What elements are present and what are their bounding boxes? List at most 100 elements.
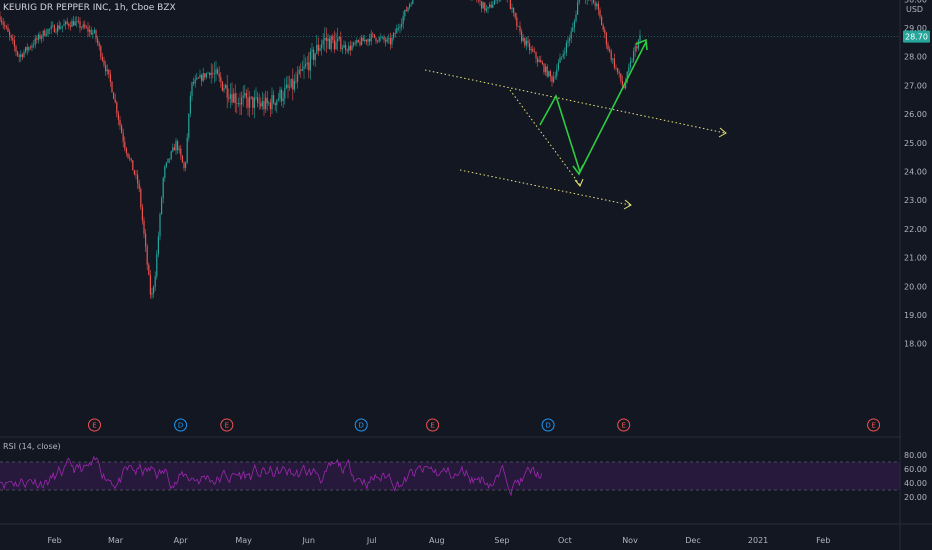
price-candle-body [103,60,105,66]
price-candle-body [569,38,571,41]
price-candle-body [249,96,251,108]
inner-trend-arrowhead [574,178,584,187]
price-candle-body [551,75,553,82]
price-candle-body [325,37,327,42]
price-candle-body [492,4,494,8]
price-candle-body [193,82,195,84]
price-candle-body [365,39,367,42]
price-candle-body [137,174,139,184]
price-candle-body [541,62,543,65]
price-candle-body [293,80,295,90]
price-candle-body [58,25,60,29]
price-candle-body [201,75,203,81]
price-candle-body [114,99,116,103]
price-candle-body [610,51,612,60]
price-candle-body [308,62,310,71]
price-candle-body [2,22,4,25]
price-candle-body [44,30,46,36]
price-candle-body [391,37,393,45]
price-candle-body [57,25,59,32]
price-candle-body [618,72,620,74]
time-tick-label: Feb [816,536,830,545]
price-candle-body [353,42,355,46]
price-candle-body [273,95,275,104]
price-candle-body [525,40,527,46]
price-candle-body [311,49,313,52]
price-candle-body [397,27,399,29]
price-candles [0,0,641,300]
price-candle-body [388,38,390,39]
price-candle-body [130,158,132,161]
price-candle-body [481,1,483,9]
price-candle-body [63,24,65,26]
event-marker-earnings [867,418,881,432]
price-candle-body [236,103,238,104]
price-candle-body [247,97,249,108]
current-price-tag [903,30,930,43]
price-candle-body [170,151,172,160]
price-candle-body [620,73,622,81]
price-candle-body [321,44,323,48]
price-candle-body [197,77,199,79]
price-candle-body [253,97,255,109]
price-candle-body [410,4,412,5]
price-candle-body [108,69,110,75]
price-tick-label: 29.00 [904,24,927,33]
event-marker-label: D [545,422,550,430]
price-candle-body [69,25,71,27]
price-candle-body [0,16,1,21]
price-candle-body [335,41,337,50]
price-candle-body [597,3,599,10]
price-candle-body [260,103,262,107]
price-candle-body [639,35,641,41]
price-candle-body [7,27,9,32]
event-marker-earnings [88,418,101,432]
price-candle-body [513,7,515,14]
price-candle-body [95,30,97,39]
price-candle-body [258,102,260,104]
price-candle-body [613,58,615,68]
price-candle-body [341,47,343,50]
price-candle-body [372,33,374,35]
price-candle-body [333,39,335,50]
price-candle-body [356,40,358,44]
price-candle-body [169,158,171,160]
price-candle-body [36,38,38,40]
price-candle-body [316,44,318,54]
price-candle-body [519,26,521,32]
price-candle-body [101,56,103,61]
price-candle-body [213,73,215,75]
price-tick-label: 23.00 [904,196,927,205]
price-candle-body [28,47,30,51]
price-candle-body [116,102,118,114]
time-tick-label: Jun [301,536,315,545]
price-candle-body [31,45,33,48]
price-candle-body [404,9,406,17]
price-candle-body [405,9,407,12]
price-candle-body [173,147,175,151]
price-candle-body [218,73,220,77]
price-candle-body [289,87,291,88]
price-tick-label: 28.00 [904,53,927,62]
price-candle-body [357,40,359,42]
price-candle-body [210,72,212,76]
price-candle-body [602,25,604,30]
price-candle-body [71,21,73,27]
price-candle-body [407,7,409,12]
lower-trend-line [459,169,631,206]
price-candle-body [250,96,252,98]
price-candle-body [204,73,206,78]
price-candle-body [189,95,191,114]
price-candle-body [151,293,153,295]
projection-path [539,41,647,175]
price-candle-body [23,51,25,57]
price-tick-label: 30.00 [904,0,927,4]
price-candle-body [484,2,486,11]
price-candle-body [154,276,156,287]
price-candle-body [303,66,305,69]
price-candle-body [389,38,391,45]
price-candle-body [55,31,57,33]
